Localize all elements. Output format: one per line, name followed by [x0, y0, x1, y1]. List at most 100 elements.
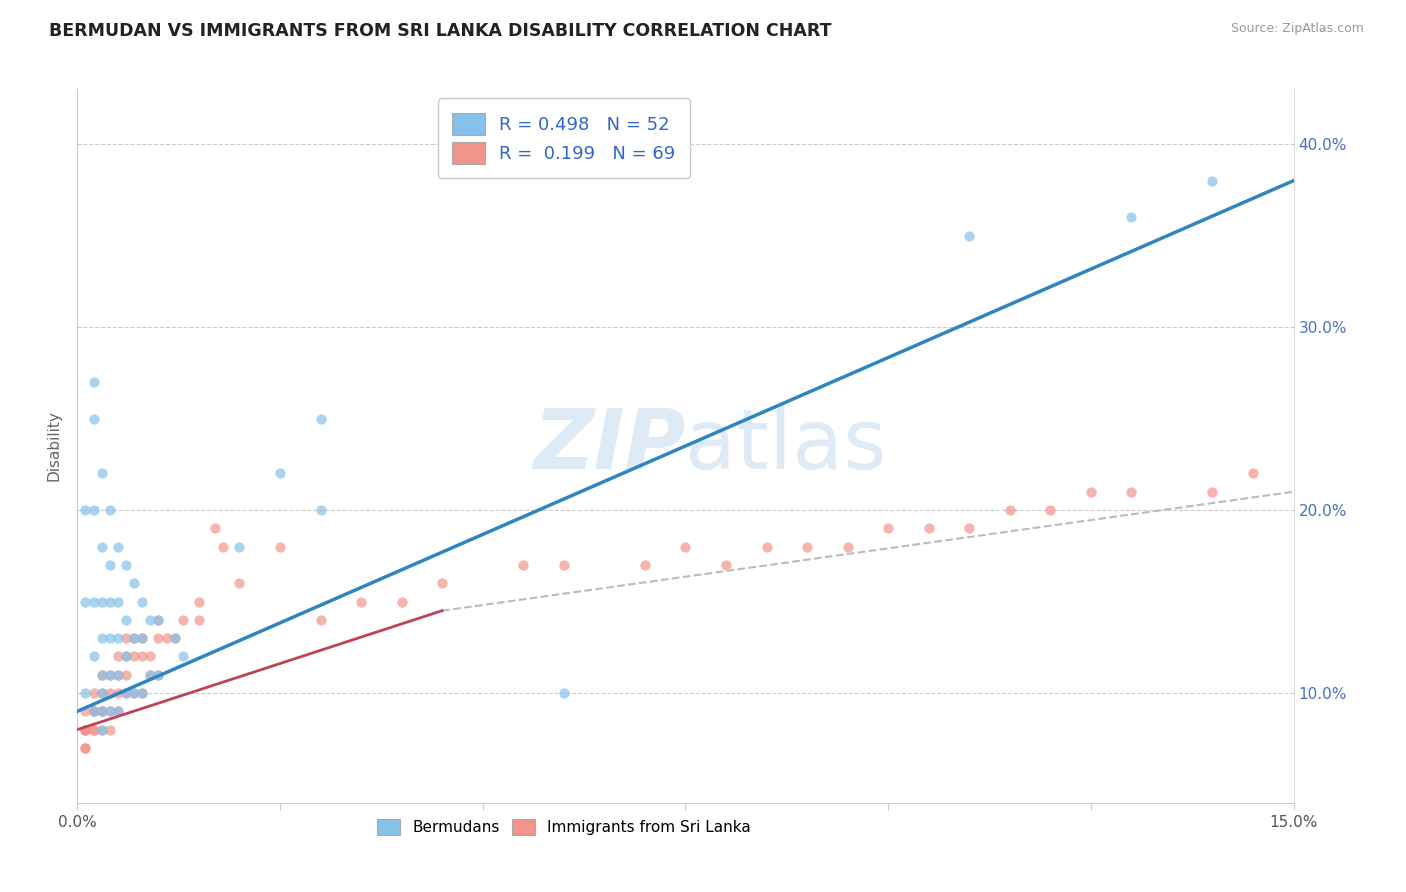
- Point: [75, 723, 97, 737]
- Point: [309, 613, 332, 627]
- Point: [90, 704, 112, 718]
- Point: [75, 740, 97, 755]
- Point: [107, 631, 129, 645]
- Point: [1201, 484, 1223, 499]
- Point: [512, 558, 534, 572]
- Point: [75, 503, 97, 517]
- Point: [139, 667, 162, 681]
- Point: [115, 558, 138, 572]
- Point: [634, 558, 657, 572]
- Point: [90, 686, 112, 700]
- Point: [90, 704, 112, 718]
- Point: [107, 540, 129, 554]
- Point: [188, 594, 211, 608]
- Point: [163, 631, 186, 645]
- Point: [107, 704, 129, 718]
- Point: [228, 540, 250, 554]
- Point: [90, 686, 112, 700]
- Point: [75, 740, 97, 755]
- Point: [131, 686, 153, 700]
- Point: [115, 686, 138, 700]
- Point: [122, 649, 145, 664]
- Point: [98, 686, 121, 700]
- Point: [350, 594, 373, 608]
- Point: [269, 467, 291, 481]
- Point: [90, 631, 112, 645]
- Point: [115, 667, 138, 681]
- Point: [269, 540, 291, 554]
- Point: [122, 686, 145, 700]
- Point: [90, 704, 112, 718]
- Text: ZIP: ZIP: [533, 406, 686, 486]
- Point: [122, 686, 145, 700]
- Point: [998, 503, 1021, 517]
- Point: [83, 686, 105, 700]
- Point: [172, 613, 194, 627]
- Point: [1201, 174, 1223, 188]
- Point: [98, 503, 121, 517]
- Point: [139, 649, 162, 664]
- Text: atlas: atlas: [686, 406, 887, 486]
- Point: [98, 667, 121, 681]
- Point: [122, 631, 145, 645]
- Point: [139, 667, 162, 681]
- Point: [115, 631, 138, 645]
- Point: [83, 704, 105, 718]
- Text: Source: ZipAtlas.com: Source: ZipAtlas.com: [1230, 22, 1364, 36]
- Point: [83, 594, 105, 608]
- Point: [115, 613, 138, 627]
- Point: [107, 649, 129, 664]
- Point: [83, 375, 105, 389]
- Point: [714, 558, 737, 572]
- Point: [115, 649, 138, 664]
- Point: [918, 521, 941, 535]
- Point: [131, 649, 153, 664]
- Point: [957, 521, 980, 535]
- Point: [131, 631, 153, 645]
- Point: [796, 540, 818, 554]
- Point: [163, 631, 186, 645]
- Point: [139, 613, 162, 627]
- Point: [83, 411, 105, 425]
- Point: [755, 540, 778, 554]
- Point: [98, 558, 121, 572]
- Point: [122, 576, 145, 591]
- Point: [75, 723, 97, 737]
- Point: [877, 521, 900, 535]
- Point: [83, 503, 105, 517]
- Point: [148, 613, 170, 627]
- Point: [75, 704, 97, 718]
- Y-axis label: Disability: Disability: [46, 410, 62, 482]
- Point: [90, 723, 112, 737]
- Point: [1241, 467, 1264, 481]
- Point: [1080, 484, 1102, 499]
- Point: [90, 540, 112, 554]
- Point: [90, 723, 112, 737]
- Point: [75, 686, 97, 700]
- Point: [98, 594, 121, 608]
- Point: [155, 631, 177, 645]
- Point: [228, 576, 250, 591]
- Point: [1039, 503, 1062, 517]
- Point: [675, 540, 697, 554]
- Point: [553, 686, 575, 700]
- Point: [148, 613, 170, 627]
- Point: [1121, 211, 1143, 225]
- Point: [957, 228, 980, 243]
- Point: [212, 540, 235, 554]
- Point: [553, 558, 575, 572]
- Point: [90, 594, 112, 608]
- Point: [83, 704, 105, 718]
- Point: [75, 594, 97, 608]
- Point: [430, 576, 453, 591]
- Point: [837, 540, 859, 554]
- Point: [107, 667, 129, 681]
- Point: [131, 686, 153, 700]
- Point: [115, 686, 138, 700]
- Point: [309, 411, 332, 425]
- Point: [90, 667, 112, 681]
- Point: [188, 613, 211, 627]
- Point: [148, 631, 170, 645]
- Point: [107, 686, 129, 700]
- Point: [90, 667, 112, 681]
